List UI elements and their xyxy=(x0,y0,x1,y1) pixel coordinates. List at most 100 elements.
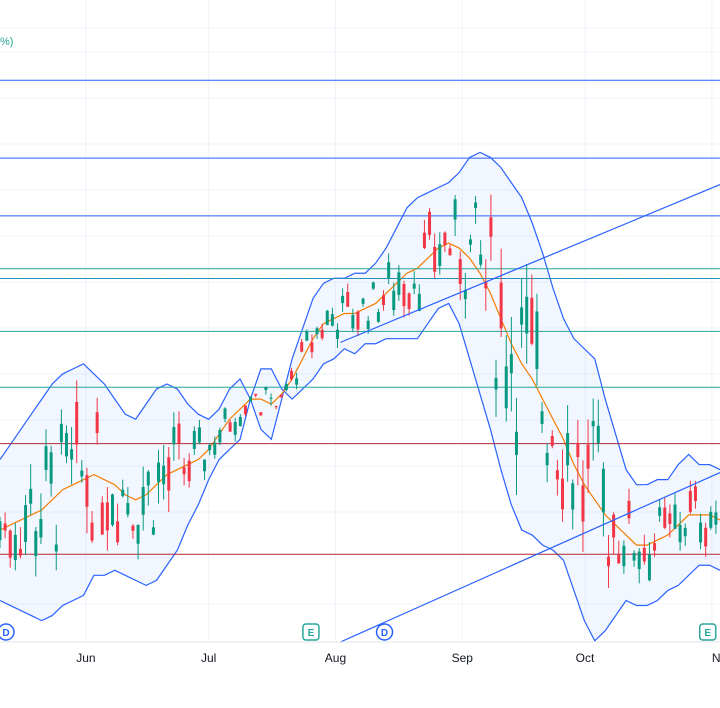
candle-body xyxy=(438,244,442,266)
candle-body xyxy=(141,486,145,515)
candle-body xyxy=(177,423,181,444)
x-tick-label: Aug xyxy=(325,651,346,665)
candle-body xyxy=(218,429,222,443)
candle-body xyxy=(259,412,263,416)
candle-body xyxy=(284,383,288,391)
candle-body xyxy=(566,433,570,466)
x-tick-label: Sep xyxy=(452,651,474,665)
candle-body xyxy=(336,329,339,339)
candle-body xyxy=(49,452,53,484)
event-label: E xyxy=(704,628,711,639)
candle-body xyxy=(520,307,524,325)
candle-body xyxy=(85,475,89,507)
candle-body xyxy=(295,378,299,385)
candle-body xyxy=(545,452,549,466)
candle-body xyxy=(699,522,703,543)
candle-body xyxy=(617,554,621,564)
candle-body xyxy=(627,500,631,519)
candle-body xyxy=(121,489,125,497)
candle-body xyxy=(402,283,406,307)
bollinger-fill xyxy=(0,152,720,641)
candle-body xyxy=(704,527,708,547)
candle-body xyxy=(484,281,488,289)
candle-body xyxy=(474,202,478,209)
candle-body xyxy=(325,310,329,326)
candle-body xyxy=(663,507,667,528)
candle-body xyxy=(111,494,114,525)
candle-body xyxy=(126,503,130,515)
candle-body xyxy=(203,459,207,472)
candle-body xyxy=(24,505,28,542)
earnings-badge xyxy=(698,623,717,641)
x-tick-label: No xyxy=(712,651,720,665)
candle-body xyxy=(208,444,212,451)
candle-body xyxy=(540,411,544,424)
candle-body xyxy=(361,298,365,304)
candle-body xyxy=(596,425,600,444)
candle-body xyxy=(238,416,242,427)
candle-body xyxy=(622,545,626,567)
candle-body xyxy=(13,534,17,561)
candle-body xyxy=(489,217,493,237)
candle-body xyxy=(95,412,99,434)
candle-body xyxy=(249,396,253,402)
candle-body xyxy=(382,295,386,306)
candle-body xyxy=(499,282,503,329)
candle-body xyxy=(550,436,554,446)
candle-body xyxy=(637,551,641,570)
candle-body xyxy=(90,522,94,541)
candle-body xyxy=(555,470,559,480)
candle-body xyxy=(581,485,585,522)
candle-body xyxy=(653,543,657,551)
trend-channel[interactable] xyxy=(340,184,720,643)
candle-body xyxy=(535,311,539,370)
candle-body xyxy=(591,420,595,427)
trend-channel-line[interactable] xyxy=(340,471,720,643)
candle-body xyxy=(586,444,590,469)
dividend-marker[interactable]: D xyxy=(0,623,15,641)
candle-body xyxy=(688,490,692,512)
candle-body xyxy=(146,471,150,486)
candle-body xyxy=(392,290,396,311)
candle-body xyxy=(525,296,529,334)
candle-body xyxy=(100,502,104,535)
event-label: E xyxy=(308,628,315,639)
candle-body xyxy=(233,421,237,435)
trend-channel-line[interactable] xyxy=(340,184,720,343)
candle-body xyxy=(443,232,447,246)
candle-body xyxy=(39,518,43,538)
time-axis[interactable]: Jun Jul Aug Sep Oct No xyxy=(76,651,720,665)
candle-body xyxy=(601,468,605,513)
x-tick-label: Jul xyxy=(201,651,216,665)
candle-body xyxy=(310,342,314,353)
bollinger-lower-line xyxy=(0,302,720,642)
candle-body xyxy=(320,329,324,339)
candle-body xyxy=(683,527,687,537)
candle-body xyxy=(448,248,452,256)
x-tick-label: Jun xyxy=(76,651,95,665)
candle-body xyxy=(341,295,345,304)
candle-body xyxy=(647,554,651,581)
candle-body xyxy=(509,354,513,374)
candle-body xyxy=(397,272,401,295)
dividend-marker[interactable]: D xyxy=(375,623,394,641)
candle-body xyxy=(714,512,718,525)
earnings-marker[interactable]: E xyxy=(698,623,717,641)
candle-body xyxy=(668,513,672,524)
earnings-marker[interactable]: E xyxy=(302,623,320,641)
earnings-badge xyxy=(302,623,320,641)
candle-body xyxy=(346,292,350,307)
candle-body xyxy=(351,314,355,329)
candle-body xyxy=(709,511,713,528)
candle-body xyxy=(213,442,217,455)
chart-grid xyxy=(0,0,720,642)
candle-body xyxy=(44,446,48,470)
horizontal-levels[interactable] xyxy=(0,79,720,555)
candle-body xyxy=(187,460,191,482)
candlestick-series xyxy=(0,194,718,588)
candle-body xyxy=(0,521,2,541)
candle-body xyxy=(387,262,391,279)
candle-body xyxy=(693,486,697,502)
